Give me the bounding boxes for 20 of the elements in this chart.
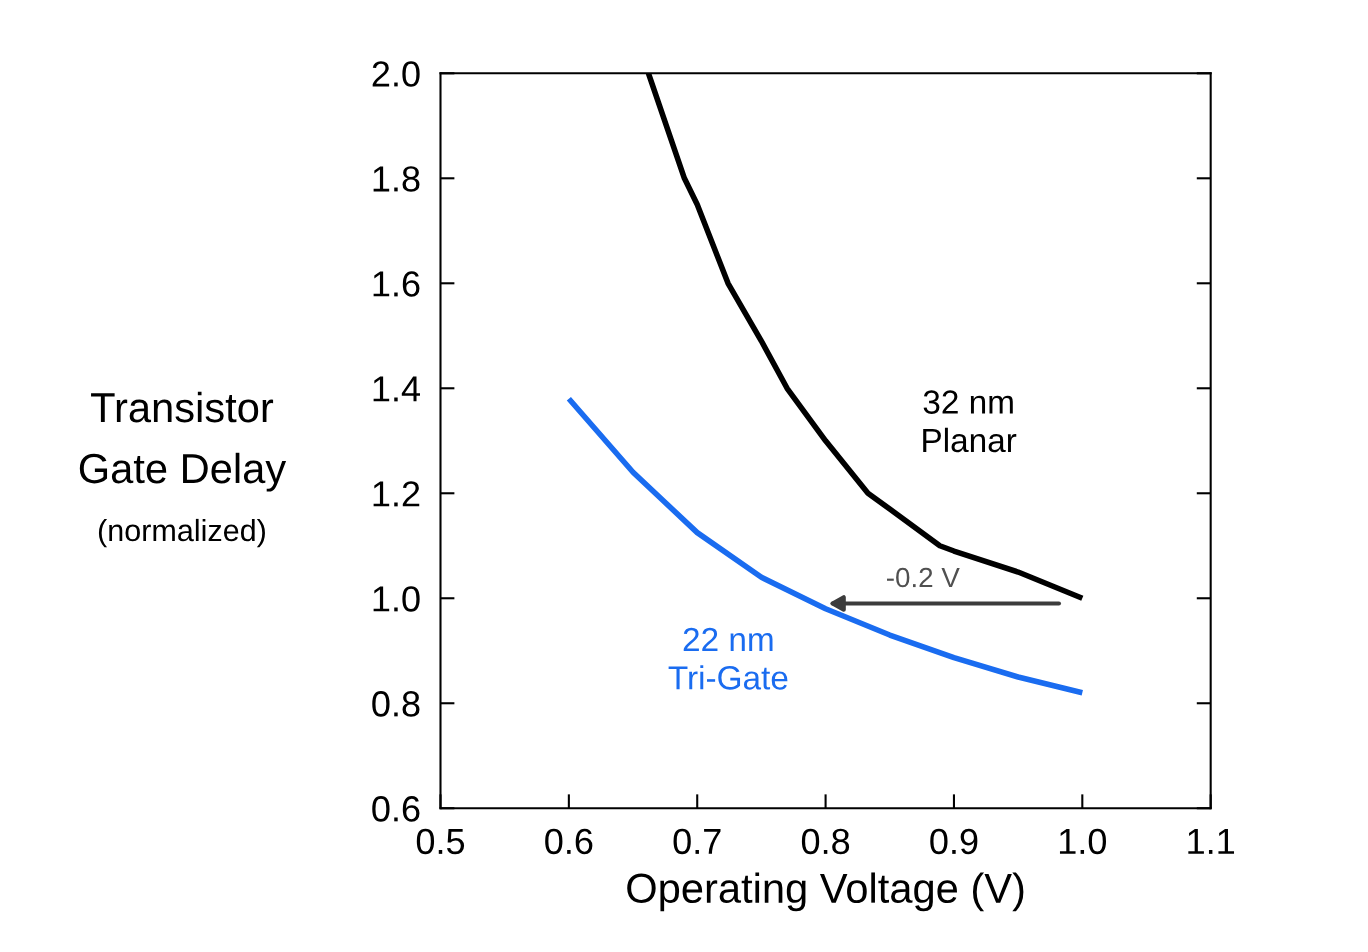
x-axis-title: Operating Voltage (V): [627, 872, 1024, 912]
x-tick-label: 0.5: [416, 828, 465, 855]
annotation: -0.2 V: [886, 567, 960, 588]
series-label: 32 nm Planar: [923, 390, 1017, 453]
y-tick-label: 0.6: [372, 796, 420, 822]
x-tick-label: 1.0: [1059, 828, 1107, 855]
y-tick-label: 1.6: [373, 271, 420, 297]
y-tick-label: 1.4: [373, 376, 420, 402]
y-tick-label: 1.8: [373, 166, 420, 192]
x-tick-label: 0.7: [673, 828, 721, 855]
y-tick-label: 2.0: [372, 61, 420, 87]
y-tick-label: 1.2: [373, 481, 420, 507]
y-tick-label: 0.8: [372, 691, 420, 717]
series-label: 22 nm Tri-Gate: [668, 627, 788, 690]
x-tick-label: 0.6: [545, 828, 593, 855]
y-tick-label: 1.0: [373, 586, 420, 612]
x-tick-label: 0.9: [930, 828, 978, 855]
x-tick-label: 1.1: [1188, 829, 1235, 854]
y-axis-title: Transistor Gate Delay (normalized): [79, 391, 287, 548]
x-tick-label: 0.8: [801, 828, 850, 855]
